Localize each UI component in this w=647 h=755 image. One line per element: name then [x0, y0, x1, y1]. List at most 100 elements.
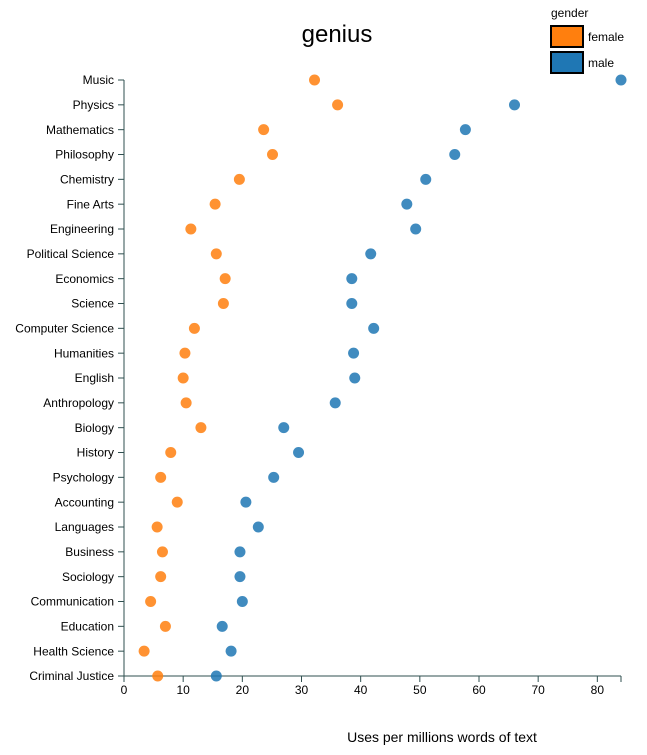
y-tick-label: Mathematics — [46, 123, 114, 137]
x-tick: 20 — [236, 676, 250, 697]
y-tick-label: Communication — [31, 595, 114, 609]
x-tick-label: 60 — [472, 683, 486, 697]
y-tick: Physics — [73, 98, 124, 112]
y-tick: Business — [65, 545, 124, 559]
y-tick-label: Sociology — [62, 570, 114, 584]
data-point — [152, 670, 164, 682]
y-tick: Philosophy — [55, 148, 124, 162]
y-tick: Humanities — [54, 346, 124, 360]
data-point — [165, 447, 177, 458]
x-tick-label: 50 — [413, 683, 427, 697]
data-point — [449, 149, 461, 160]
legend-label-female: female — [588, 30, 624, 44]
data-point — [159, 620, 171, 632]
y-tick-label: Accounting — [55, 495, 114, 509]
x-tick: 0 — [121, 676, 128, 697]
data-point — [459, 124, 471, 136]
y-tick: Anthropology — [43, 396, 124, 410]
data-point — [410, 223, 422, 235]
y-tick-label: Health Science — [33, 644, 114, 658]
y-tick-label: Music — [83, 73, 114, 87]
data-point — [156, 546, 168, 558]
data-point — [258, 124, 270, 136]
x-axis-label: Uses per millions words of text — [347, 729, 537, 745]
x-tick: 80 — [591, 676, 605, 697]
y-tick-label: Computer Science — [15, 322, 114, 336]
y-tick-label: Physics — [73, 98, 114, 112]
y-tick-label: Science — [71, 297, 114, 311]
x-tick: 60 — [472, 676, 486, 697]
y-tick: Health Science — [33, 644, 124, 658]
data-point — [365, 248, 377, 260]
y-tick: Fine Arts — [67, 197, 124, 211]
data-point — [155, 571, 167, 583]
y-tick-label: Psychology — [53, 471, 114, 485]
data-point — [179, 347, 191, 359]
data-point — [615, 74, 627, 86]
y-tick-label: Business — [65, 545, 114, 559]
y-tick-label: Languages — [55, 520, 114, 534]
y-tick-label: History — [77, 446, 114, 460]
data-point — [217, 298, 229, 309]
legend-label-male: male — [588, 56, 614, 70]
data-point — [252, 521, 264, 533]
y-tick-label: Education — [61, 620, 114, 634]
legend-swatch-male — [550, 51, 584, 74]
x-tick: 70 — [531, 676, 545, 697]
y-tick-label: Criminal Justice — [29, 669, 114, 683]
data-point — [145, 596, 157, 607]
y-tick: English — [75, 371, 124, 385]
data-point — [268, 471, 280, 483]
series-female — [138, 74, 344, 682]
x-tick: 50 — [413, 676, 427, 697]
data-point — [278, 422, 290, 434]
y-tick: Computer Science — [15, 322, 124, 336]
y-tick: Biology — [75, 421, 124, 435]
data-point — [138, 645, 150, 657]
y-tick: Communication — [31, 595, 124, 609]
x-tick: 10 — [176, 676, 190, 697]
data-point — [293, 447, 305, 458]
y-tick-label: Biology — [75, 421, 114, 435]
y-tick: Political Science — [27, 247, 124, 261]
y-tick: History — [77, 446, 124, 460]
legend: gender female male — [550, 6, 624, 74]
x-axis: 0 10 20 30 40 50 60 70 80 — [121, 675, 622, 697]
data-point — [401, 198, 413, 210]
data-point — [236, 596, 248, 607]
data-point — [188, 322, 200, 334]
data-point — [349, 372, 361, 384]
data-point — [151, 521, 163, 533]
data-point — [240, 496, 252, 508]
x-tick-label: 20 — [236, 683, 250, 697]
y-tick-label: Anthropology — [43, 396, 114, 410]
y-tick-label: Humanities — [54, 346, 114, 360]
data-point — [209, 198, 221, 210]
data-point — [368, 322, 380, 334]
data-point — [329, 397, 341, 409]
data-point — [234, 546, 246, 558]
x-tick: 40 — [354, 676, 368, 697]
y-tick-label: Fine Arts — [67, 197, 114, 211]
x-tick-label: 80 — [591, 683, 605, 697]
data-point — [180, 397, 192, 409]
data-point — [233, 173, 245, 185]
y-tick: Chemistry — [60, 173, 124, 187]
x-tick-label: 30 — [295, 683, 309, 697]
y-tick: Music — [83, 73, 124, 87]
y-tick: Criminal Justice — [29, 669, 124, 683]
data-point — [210, 248, 222, 260]
data-point — [234, 571, 246, 583]
legend-title: gender — [551, 6, 588, 20]
data-point — [195, 422, 207, 434]
y-tick: Economics — [55, 272, 124, 286]
x-tick: 30 — [295, 676, 309, 697]
data-point — [346, 273, 358, 285]
x-tick-label: 10 — [176, 683, 190, 697]
y-tick-label: Economics — [55, 272, 114, 286]
y-tick: Languages — [55, 520, 124, 534]
data-point — [267, 149, 279, 160]
chart-title: genius — [302, 21, 373, 48]
x-tick-label: 0 — [121, 683, 128, 697]
